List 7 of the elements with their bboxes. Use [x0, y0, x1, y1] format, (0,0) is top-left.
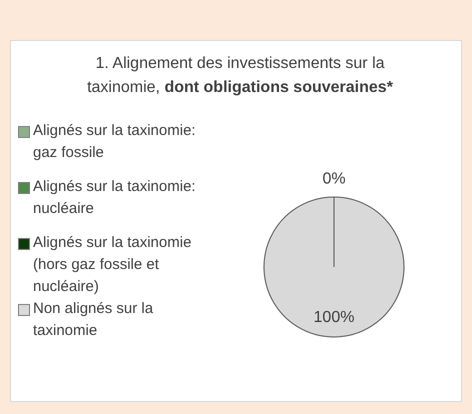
- legend-label: Alignés sur la taxinomie: gaz fossile: [33, 121, 197, 163]
- data-label: 100%: [314, 308, 354, 326]
- legend-label: Alignés sur la taxinomie: nucléaire: [33, 177, 197, 219]
- legend-label: Alignés sur la taxinomie (hors gaz fossile et nucléaire): [33, 233, 192, 297]
- legend-label: Non alignés sur la taxinomie: [33, 299, 154, 341]
- text: 0%: [322, 170, 346, 188]
- chart-title: 1. Alignement des investissements sur la taxinomie, dont obligations souveraines*: [87, 55, 393, 96]
